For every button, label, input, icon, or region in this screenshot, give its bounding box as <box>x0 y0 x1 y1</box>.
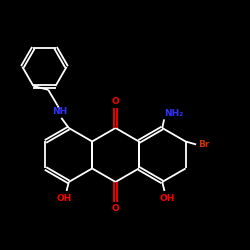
Text: Br: Br <box>198 140 210 149</box>
Text: O: O <box>112 204 120 213</box>
Text: NH₂: NH₂ <box>164 108 183 118</box>
Text: O: O <box>112 97 120 106</box>
Text: OH: OH <box>159 194 174 203</box>
Text: OH: OH <box>57 194 72 203</box>
Text: NH: NH <box>52 107 67 116</box>
